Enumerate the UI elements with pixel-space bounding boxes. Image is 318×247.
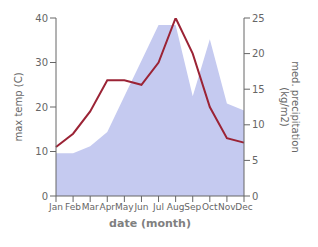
svg-text:10: 10 xyxy=(252,119,265,130)
svg-text:Aug: Aug xyxy=(167,202,185,212)
svg-text:Dec: Dec xyxy=(235,202,252,212)
svg-text:Feb: Feb xyxy=(65,202,81,212)
svg-text:40: 40 xyxy=(35,13,48,24)
svg-text:med. precipitation(kg/m2): med. precipitation(kg/m2) xyxy=(279,61,301,153)
svg-text:Nov: Nov xyxy=(218,202,236,212)
svg-text:0: 0 xyxy=(252,191,258,202)
svg-text:10: 10 xyxy=(35,146,48,157)
svg-text:20: 20 xyxy=(252,48,265,59)
svg-text:30: 30 xyxy=(35,57,48,68)
svg-text:Jan: Jan xyxy=(48,202,63,212)
svg-text:date (month): date (month) xyxy=(109,217,191,230)
svg-text:5: 5 xyxy=(252,155,258,166)
svg-text:max temp (C): max temp (C) xyxy=(13,72,24,141)
svg-text:Mar: Mar xyxy=(82,202,99,212)
svg-text:Jul: Jul xyxy=(152,202,164,212)
svg-text:15: 15 xyxy=(252,84,265,95)
svg-text:Oct: Oct xyxy=(202,202,218,212)
svg-text:Sep: Sep xyxy=(184,202,201,212)
svg-text:May: May xyxy=(115,202,134,212)
svg-text:0: 0 xyxy=(42,191,48,202)
svg-text:20: 20 xyxy=(35,102,48,113)
svg-text:Jun: Jun xyxy=(133,202,148,212)
svg-text:Apr: Apr xyxy=(99,202,115,212)
svg-text:25: 25 xyxy=(252,13,265,24)
